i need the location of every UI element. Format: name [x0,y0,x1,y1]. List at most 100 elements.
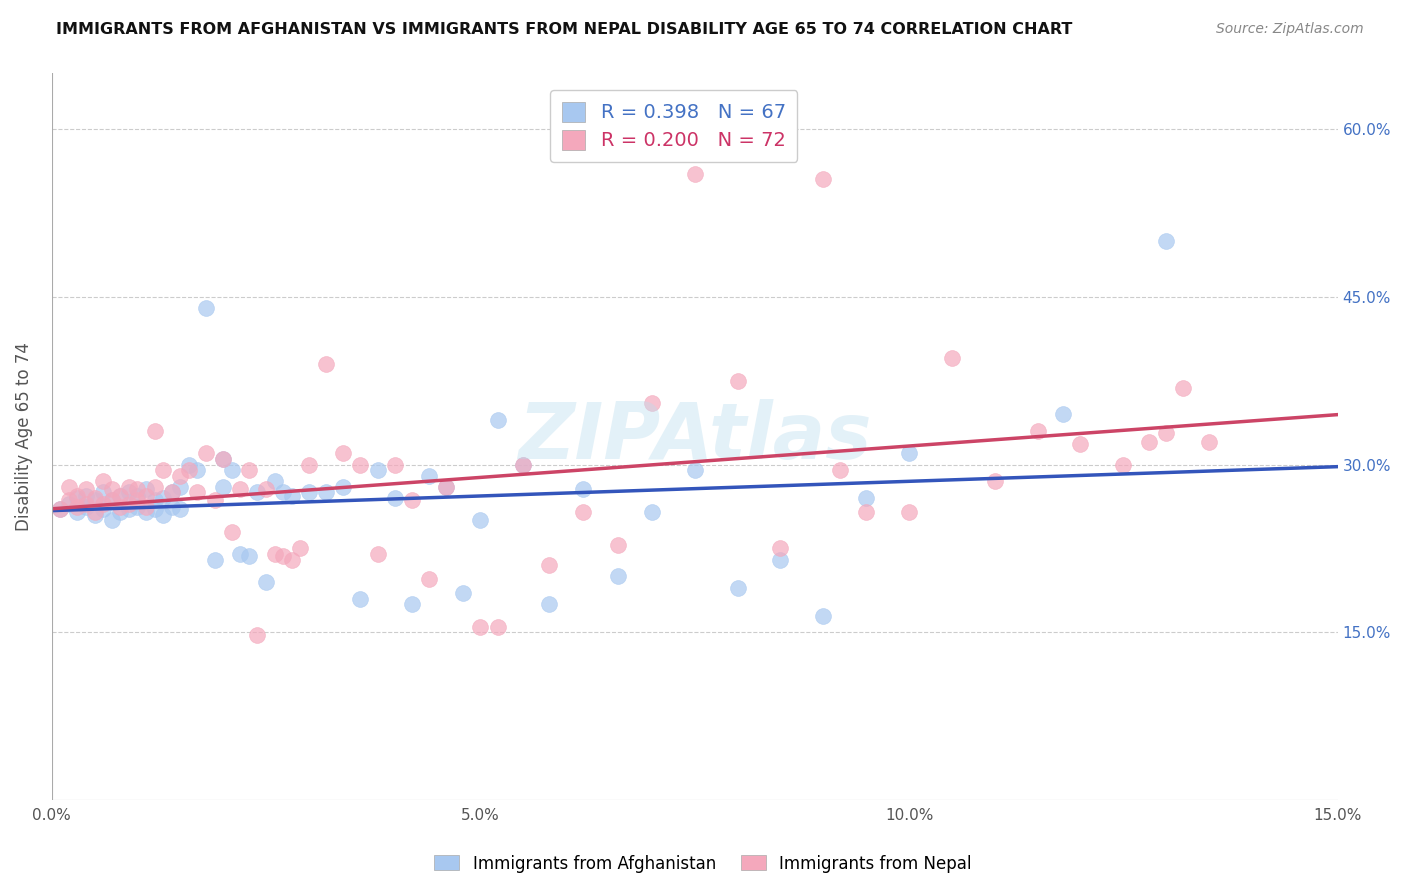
Point [127,500,149,514]
Point [177,463,200,477]
Text: Source: ZipAtlas.com: Source: ZipAtlas.com [1216,22,1364,37]
Point [110,504,132,518]
Point [100,482,122,496]
Point [229,547,252,561]
Point [75,497,97,511]
Point [315,485,337,500]
Point [470,620,492,634]
Point [281,552,304,566]
Point [434,480,457,494]
Point [572,504,595,518]
Point [143,493,166,508]
Point [1154,426,1177,441]
Point [332,480,354,494]
Point [169,480,191,494]
Point [160,485,183,500]
Point [229,482,252,496]
Point [641,396,664,410]
Point [434,480,457,494]
Point [177,458,200,472]
Point [169,468,191,483]
Point [127,489,149,503]
Point [238,463,260,477]
Point [118,497,141,511]
Point [100,513,122,527]
Point [537,598,560,612]
Point [1026,424,1049,438]
Point [75,482,97,496]
Point [91,502,114,516]
Point [349,591,371,606]
Point [271,549,294,564]
Point [486,620,509,634]
Point [1137,435,1160,450]
Point [1173,381,1195,395]
Point [152,463,174,477]
Point [100,493,122,508]
Point [160,485,183,500]
Point [66,504,89,518]
Point [254,574,277,589]
Point [195,446,218,460]
Point [298,458,321,472]
Point [263,475,285,489]
Point [855,504,877,518]
Point [1112,458,1135,472]
Point [470,513,492,527]
Point [384,458,406,472]
Point [212,452,235,467]
Point [830,463,852,477]
Point [332,446,354,460]
Point [66,500,89,514]
Point [152,491,174,505]
Point [212,452,235,467]
Point [100,493,122,508]
Point [118,485,141,500]
Point [169,502,191,516]
Text: ZIPAtlas: ZIPAtlas [517,399,872,475]
Point [769,541,792,556]
Point [75,489,97,503]
Point [118,502,141,516]
Point [127,482,149,496]
Point [58,493,80,508]
Point [941,351,963,366]
Point [366,547,388,561]
Point [91,475,114,489]
Point [204,552,226,566]
Point [58,480,80,494]
Point [537,558,560,573]
Point [91,485,114,500]
Point [135,489,157,503]
Point [727,581,749,595]
Point [75,500,97,514]
Point [246,485,269,500]
Point [769,552,792,566]
Point [572,482,595,496]
Point [135,504,157,518]
Point [83,504,105,518]
Point [83,491,105,505]
Point [298,485,321,500]
Point [349,458,371,472]
Point [1052,407,1074,421]
Point [263,547,285,561]
Point [66,491,89,505]
Point [254,482,277,496]
Point [813,172,835,186]
Point [983,475,1005,489]
Point [143,424,166,438]
Point [83,508,105,522]
Point [727,374,749,388]
Point [606,538,628,552]
Point [683,167,706,181]
Point [366,463,388,477]
Point [1154,234,1177,248]
Point [110,500,132,514]
Point [143,502,166,516]
Point [110,489,132,503]
Point [118,480,141,494]
Point [127,493,149,508]
Point [512,458,534,472]
Point [1069,437,1091,451]
